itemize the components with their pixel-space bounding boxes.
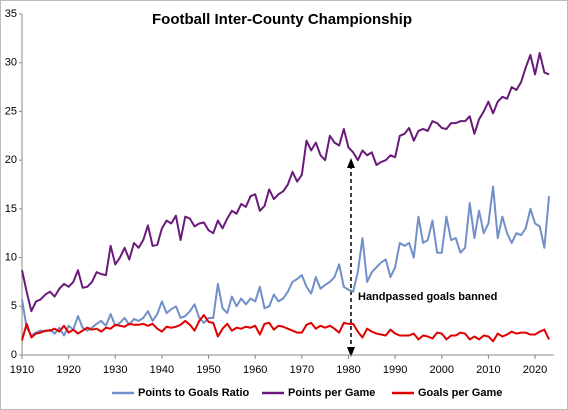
legend-label: Points per Game <box>288 387 375 399</box>
series-line <box>21 314 550 343</box>
x-tick-label: 1930 <box>103 364 127 376</box>
chart-title: Football Inter-County Championship <box>152 11 412 28</box>
y-tick-label: 5 <box>11 300 17 312</box>
y-tick-label: 0 <box>11 349 17 361</box>
y-tick-label: 15 <box>5 203 17 215</box>
series-line <box>21 51 550 313</box>
series-line <box>21 185 551 337</box>
x-tick-label: 1970 <box>290 364 314 376</box>
y-tick-label: 25 <box>5 105 17 117</box>
x-tick-label: 1920 <box>56 364 80 376</box>
y-tick-label: 10 <box>5 251 17 263</box>
x-tick-label: 1910 <box>10 364 34 376</box>
legend-label: Points to Goals Ratio <box>138 387 250 399</box>
y-tick-label: 20 <box>5 154 17 166</box>
x-tick-label: 1980 <box>336 364 360 376</box>
x-tick-label: 1940 <box>150 364 174 376</box>
x-tick-label: 2000 <box>430 364 454 376</box>
x-tick-label: 2020 <box>523 364 547 376</box>
x-tick-label: 1950 <box>196 364 220 376</box>
y-tick-label: 35 <box>5 8 17 20</box>
y-tick-label: 30 <box>5 57 17 69</box>
x-tick-label: 2010 <box>476 364 500 376</box>
x-tick-label: 1990 <box>383 364 407 376</box>
legend-label: Goals per Game <box>418 387 502 399</box>
annotation-text: Handpassed goals banned <box>358 291 497 303</box>
x-tick-label: 1960 <box>243 364 267 376</box>
